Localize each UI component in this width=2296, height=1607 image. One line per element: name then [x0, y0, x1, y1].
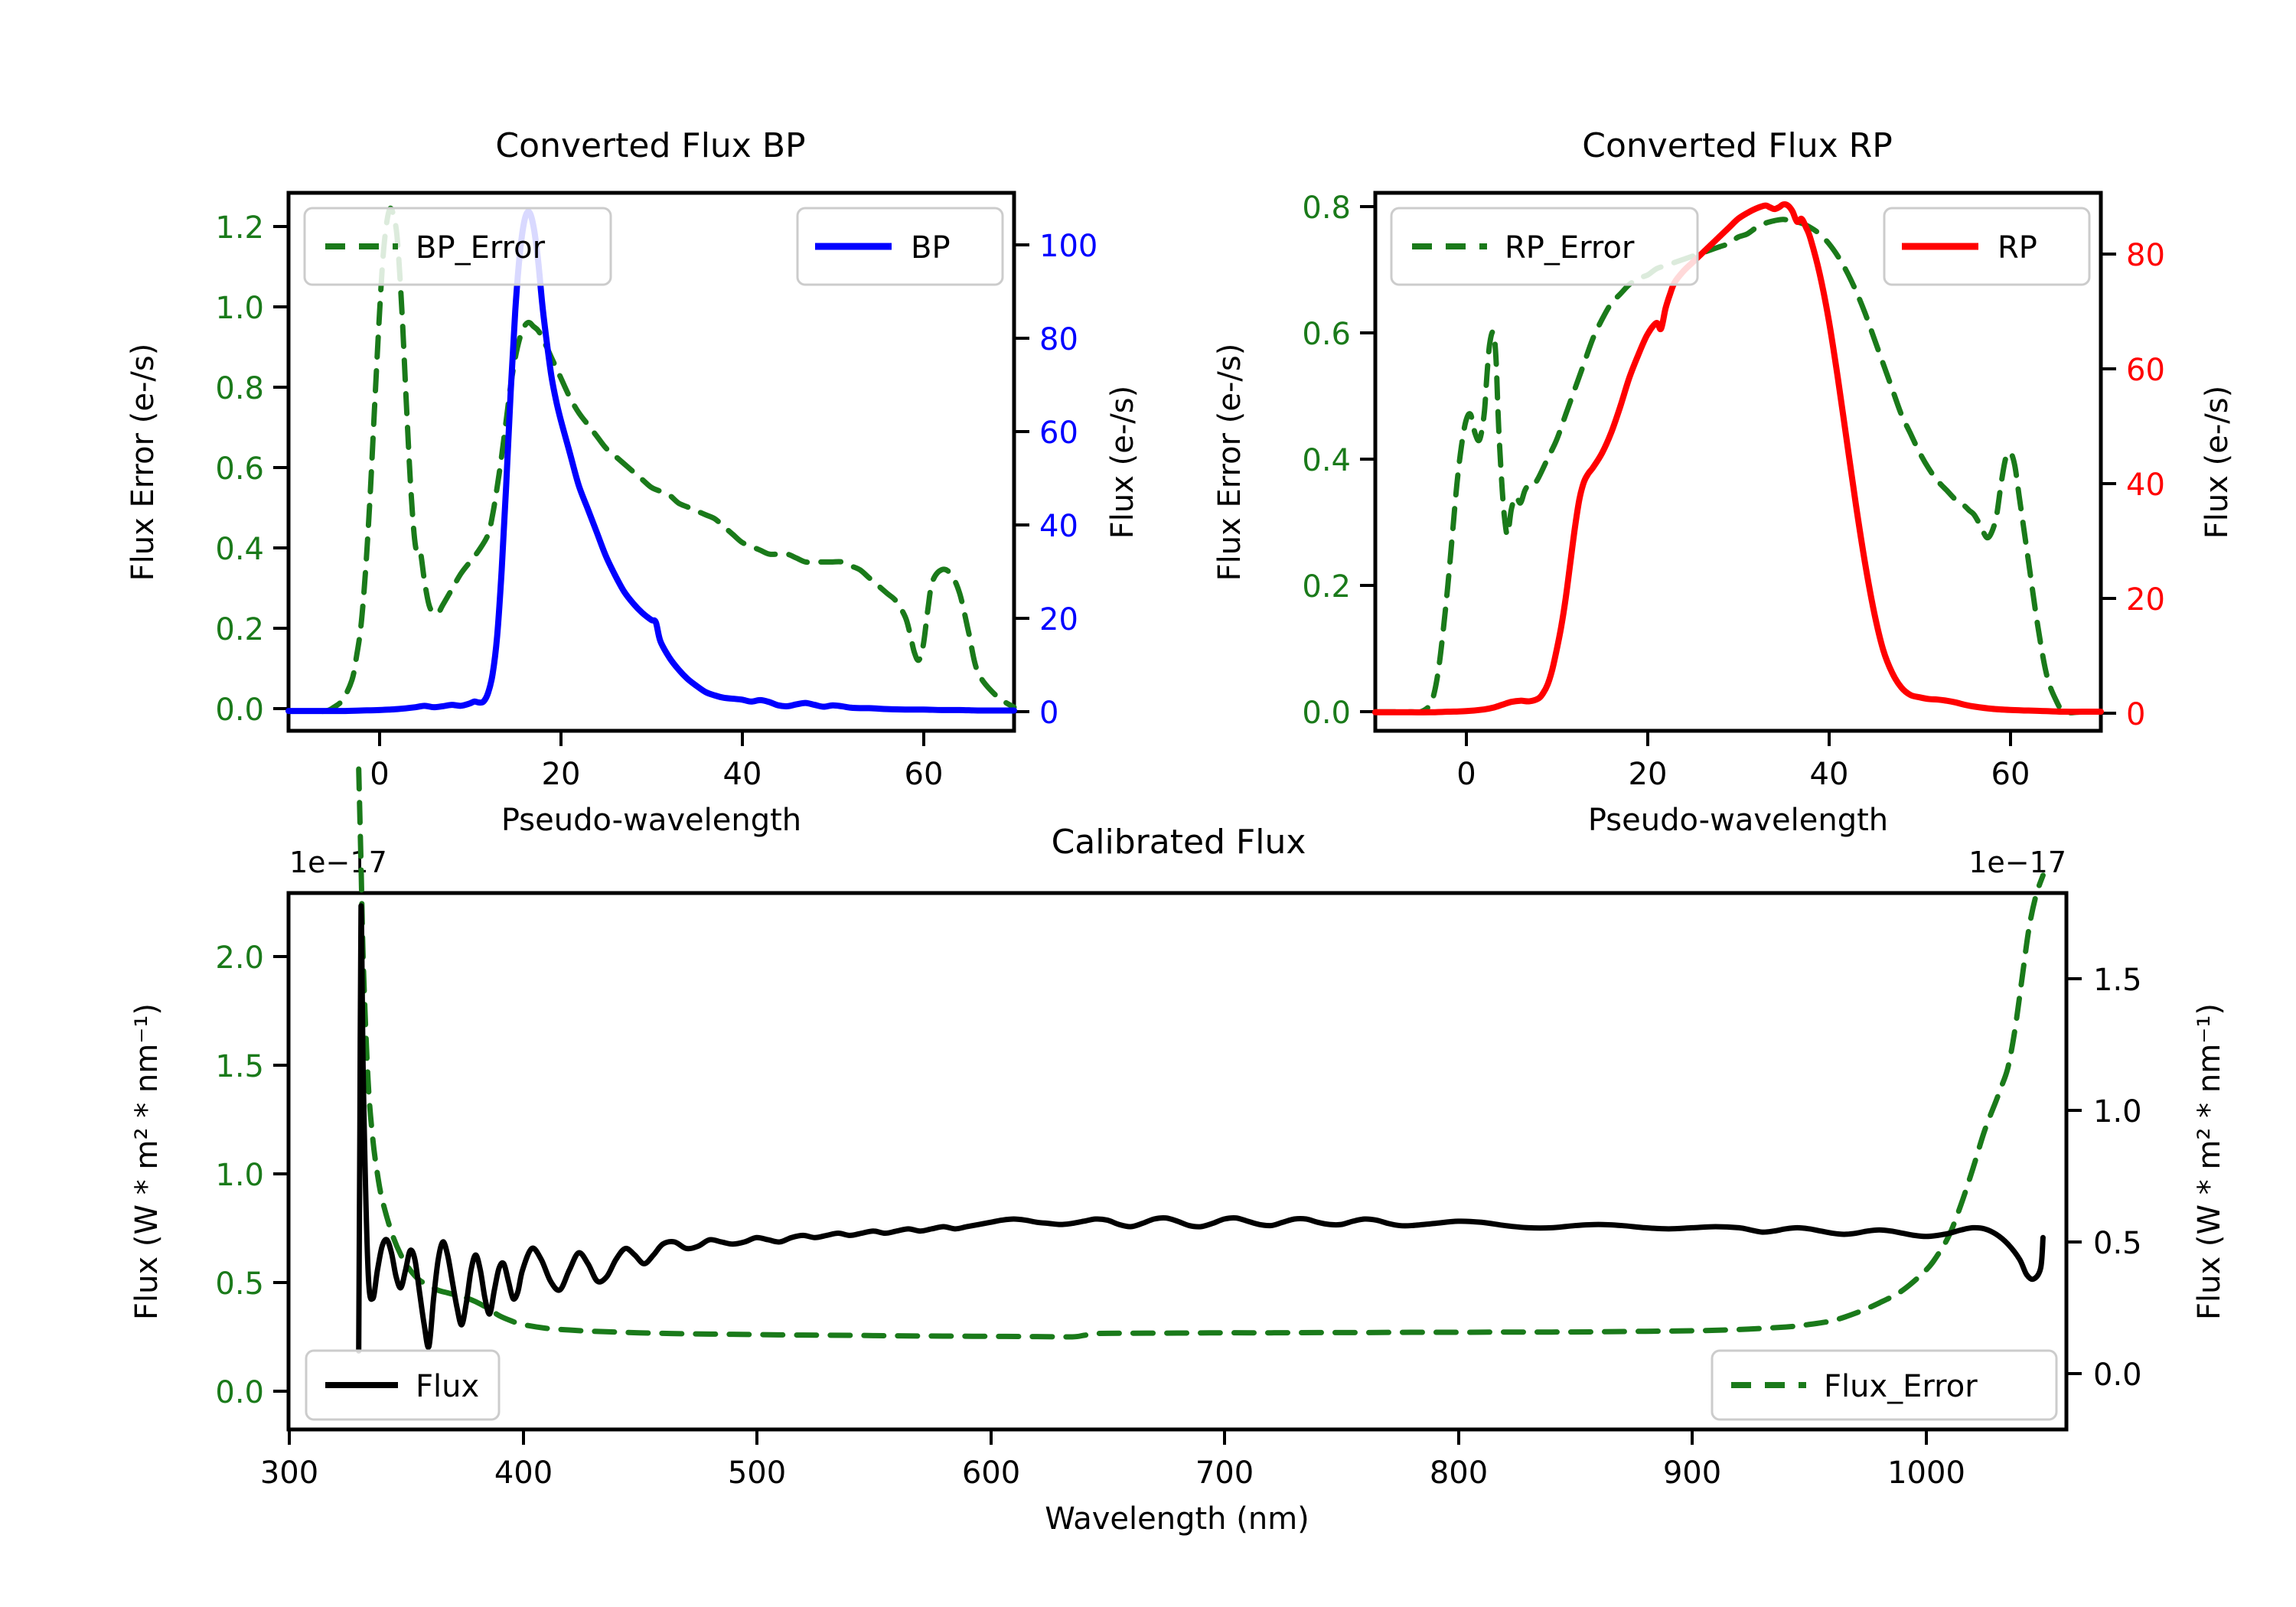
cal-xlabel: Wavelength (nm) — [1045, 1501, 1309, 1537]
bp-xtick-3: 60 — [905, 757, 944, 792]
calibrated-legend-flux[interactable]: Flux — [305, 1349, 501, 1421]
bp-ytick-right-1: 20 — [1039, 602, 1078, 637]
panel-calibrated-flux: Calibrated Flux 1e−17 1e−17 0.0 0.5 1.0 … — [0, 766, 2296, 1607]
calibrated-right-axis: 0.0 0.5 1.0 1.5 Flux (W * m² * nm⁻¹) — [2066, 963, 2227, 1393]
bp-xlabel: Pseudo-wavelength — [501, 803, 801, 838]
bp-ylabel-right: Flux (e-/s) — [1105, 386, 1140, 539]
rp-ytick-left-2: 0.4 — [1302, 443, 1351, 478]
cal-xtick-4: 700 — [1195, 1455, 1254, 1491]
rp-left-axis: 0.0 0.2 0.4 0.6 0.8 Flux Error (e-/s) — [1212, 191, 1375, 731]
calibrated-x-axis: 300 400 500 600 700 800 900 1000 Wavelen… — [260, 1429, 1965, 1537]
rp-panel-title: Converted Flux RP — [1582, 126, 1893, 165]
rp-ylabel-right: Flux (e-/s) — [2200, 386, 2235, 539]
cal-xtick-1: 400 — [494, 1455, 553, 1491]
bp-legend-error[interactable]: BP_Error — [303, 207, 612, 286]
rp-ytick-right-3: 60 — [2126, 353, 2165, 388]
calibrated-left-axis: 0.0 0.5 1.0 1.5 2.0 Flux (W * m² * nm⁻¹) — [129, 940, 289, 1410]
cal-ytick-right-2: 1.0 — [2093, 1094, 2142, 1129]
bp-ytick-left-4: 0.8 — [215, 371, 264, 406]
rp-ytick-left-3: 0.6 — [1302, 317, 1351, 352]
bp-ytick-right-4: 80 — [1039, 322, 1078, 357]
rp-xtick-2: 40 — [1810, 757, 1849, 792]
calibrated-offset-left: 1e−17 — [289, 846, 387, 879]
calibrated-flux-series — [356, 903, 2046, 1354]
panel-converted-flux-bp: Converted Flux BP 0.0 0.2 0.4 0.6 0.8 1.… — [0, 0, 1148, 842]
rp-right-axis: 0 20 40 60 80 Flux (e-/s) — [2101, 238, 2235, 732]
cal-ytick-left-2: 1.0 — [215, 1158, 264, 1193]
rp-legend-rp[interactable]: RP — [1883, 207, 2091, 286]
rp-ytick-right-2: 40 — [2126, 468, 2165, 503]
cal-xtick-7: 1000 — [1887, 1455, 1965, 1491]
bp-ytick-left-0: 0.0 — [215, 693, 264, 728]
bp-xtick-2: 40 — [723, 757, 762, 792]
calibrated-panel-title: Calibrated Flux — [1052, 823, 1306, 862]
bp-panel-title: Converted Flux BP — [495, 126, 805, 165]
rp-ytick-left-1: 0.2 — [1302, 569, 1351, 605]
rp-x-axis: 0 20 40 60 Pseudo-wavelength — [1456, 731, 2030, 838]
rp-xtick-1: 20 — [1629, 757, 1668, 792]
rp-legend-error[interactable]: RP_Error — [1390, 207, 1699, 286]
cal-ytick-left-4: 2.0 — [215, 940, 264, 976]
bp-ylabel-left: Flux Error (e-/s) — [126, 344, 161, 582]
bp-ytick-left-2: 0.4 — [215, 532, 264, 567]
bp-ytick-right-2: 40 — [1039, 509, 1078, 544]
bp-series — [285, 208, 1017, 715]
calibrated-chart-svg: Calibrated Flux 1e−17 1e−17 0.0 0.5 1.0 … — [129, 766, 2227, 1537]
bp-ytick-left-3: 0.6 — [215, 451, 264, 487]
cal-ylabel-left: Flux (W * m² * nm⁻¹) — [129, 1003, 165, 1320]
rp-error-series — [1372, 217, 2104, 715]
bp-chart-svg: Converted Flux BP 0.0 0.2 0.4 0.6 0.8 1.… — [126, 126, 1140, 838]
cal-xtick-5: 800 — [1430, 1455, 1488, 1491]
bp-error-series — [285, 205, 1017, 715]
bp-x-axis: 0 20 40 60 Pseudo-wavelength — [370, 731, 943, 838]
bp-axes-frame — [286, 191, 1016, 733]
bp-ytick-right-5: 100 — [1039, 229, 1097, 264]
rp-ytick-right-4: 80 — [2126, 238, 2165, 273]
cal-ylabel-right: Flux (W * m² * nm⁻¹) — [2192, 1003, 2227, 1320]
bp-ytick-left-1: 0.2 — [215, 612, 264, 647]
bp-legend-bp[interactable]: BP — [796, 207, 1004, 286]
rp-ytick-right-0: 0 — [2126, 697, 2145, 732]
cal-ytick-right-1: 0.5 — [2093, 1226, 2142, 1261]
bp-xtick-0: 0 — [370, 757, 389, 792]
panel-converted-flux-rp: Converted Flux RP 0.0 0.2 0.4 0.6 0.8 Fl… — [1148, 0, 2296, 842]
rp-ytick-left-0: 0.0 — [1302, 696, 1351, 731]
calibrated-axes-frame — [286, 891, 2069, 1432]
calibrated-legend-flux-error[interactable]: Flux_Error — [1711, 1349, 2058, 1421]
cal-legend-error-label: Flux_Error — [1824, 1369, 1978, 1404]
cal-xtick-2: 500 — [728, 1455, 786, 1491]
cal-ytick-left-1: 0.5 — [215, 1266, 264, 1302]
rp-chart-svg: Converted Flux RP 0.0 0.2 0.4 0.6 0.8 Fl… — [1212, 126, 2235, 838]
cal-xtick-3: 600 — [962, 1455, 1020, 1491]
calibrated-offset-right: 1e−17 — [1968, 846, 2066, 879]
cal-ytick-left-3: 1.5 — [215, 1049, 264, 1084]
rp-series — [1372, 200, 2104, 715]
bp-ytick-right-0: 0 — [1039, 696, 1058, 731]
rp-ylabel-left: Flux Error (e-/s) — [1212, 344, 1247, 582]
rp-legend-error-label: RP_Error — [1505, 230, 1635, 266]
bp-legend-bp-label: BP — [911, 230, 951, 266]
cal-ytick-right-0: 0.0 — [2093, 1358, 2142, 1393]
cal-ytick-left-0: 0.0 — [215, 1375, 264, 1410]
bp-left-axis: 0.0 0.2 0.4 0.6 0.8 1.0 1.2 Flux Error (… — [126, 210, 289, 728]
bp-legend-error-label: BP_Error — [416, 230, 546, 266]
cal-xtick-0: 300 — [260, 1455, 318, 1491]
bp-ytick-right-3: 60 — [1039, 416, 1078, 451]
cal-xtick-6: 900 — [1663, 1455, 1721, 1491]
calibrated-flux-error-series — [356, 766, 2046, 1340]
cal-ytick-right-3: 1.5 — [2093, 963, 2142, 998]
rp-axes-frame — [1373, 191, 2103, 733]
bp-xtick-1: 20 — [542, 757, 581, 792]
rp-ytick-left-4: 0.8 — [1302, 191, 1351, 226]
rp-xlabel: Pseudo-wavelength — [1588, 803, 1888, 838]
rp-legend-rp-label: RP — [1998, 230, 2037, 266]
rp-xtick-3: 60 — [1991, 757, 2030, 792]
bp-right-axis: 0 20 40 60 80 100 Flux (e-/s) — [1014, 229, 1140, 731]
bp-ytick-left-5: 1.0 — [215, 291, 264, 326]
rp-xtick-0: 0 — [1456, 757, 1476, 792]
rp-ytick-right-1: 20 — [2126, 582, 2165, 618]
bp-ytick-left-6: 1.2 — [215, 210, 264, 246]
cal-legend-flux-label: Flux — [416, 1369, 479, 1404]
